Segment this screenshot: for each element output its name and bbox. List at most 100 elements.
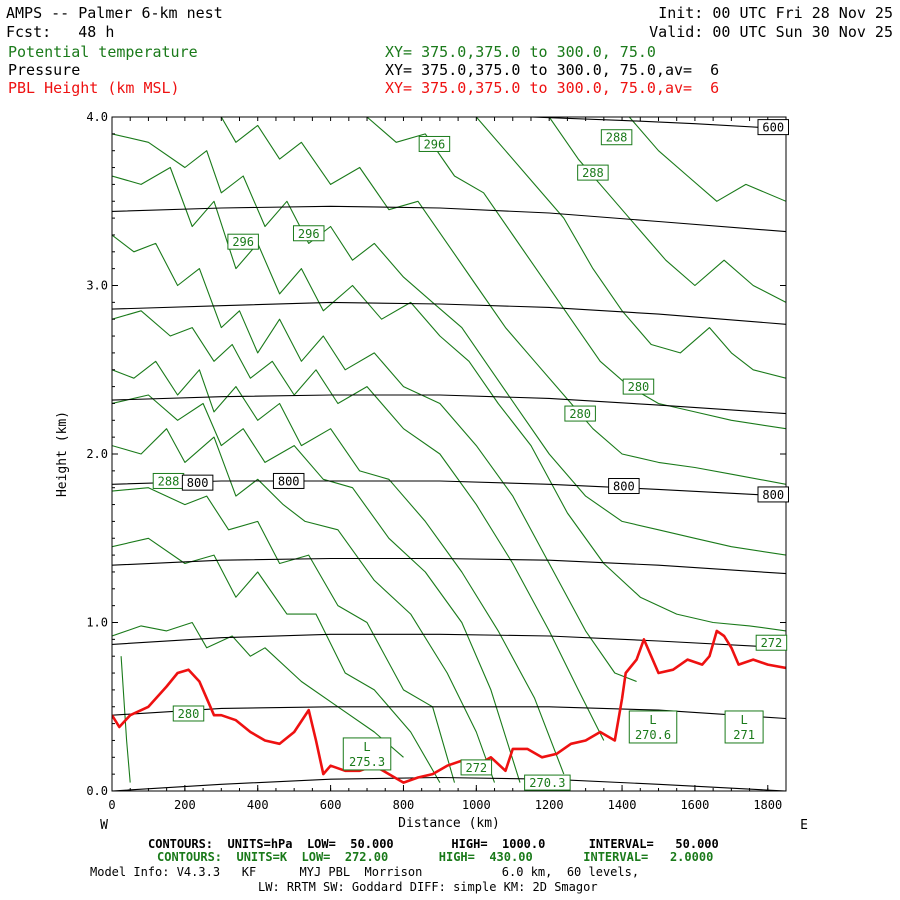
- theta-contour-line: [628, 117, 786, 202]
- theta-contour-label-box: [755, 634, 788, 651]
- pressure-isobar-line: [112, 776, 786, 791]
- theta-contour-label: 270.3: [529, 776, 565, 790]
- x-tick-label: 0: [108, 798, 115, 812]
- theta-contour-label: 280: [178, 707, 200, 721]
- theta-contour-line: [112, 360, 565, 775]
- x-tick-label: 1600: [680, 798, 709, 812]
- isobar-label: 800: [278, 474, 300, 488]
- theta-contour-label: 280: [628, 380, 650, 394]
- footer-pressure-contours: CONTOURS: UNITS=hPa LOW= 50.000 HIGH= 10…: [148, 837, 719, 851]
- pressure-isobar-line: [112, 205, 786, 233]
- theta-contour-label: 280: [569, 407, 591, 421]
- y-axis-label: Height (km): [55, 411, 70, 497]
- pressure-isobar-line: [112, 557, 786, 575]
- theta-contour-label-box: [564, 405, 596, 422]
- theta-contour-line: [475, 117, 786, 379]
- theta-contour-label-box: [524, 774, 571, 791]
- y-tick-label: 3.0: [86, 279, 108, 293]
- y-tick-label: 1.0: [86, 616, 108, 630]
- theta-contour-label-box: [622, 378, 655, 395]
- theta-contour-label-box: [600, 129, 633, 146]
- pressure-isobar-line: [530, 117, 786, 130]
- theta-contour-line: [548, 117, 786, 303]
- theta-minimum-box: [628, 710, 678, 744]
- east-label: E: [800, 818, 808, 833]
- isobar-label: 800: [762, 488, 784, 502]
- theta-contour-line: [112, 310, 605, 741]
- theta-contour-label: 296: [424, 137, 446, 151]
- theta-minimum-letter: L: [649, 713, 656, 727]
- isobar-label-box: [757, 486, 789, 503]
- theta-contour-line: [112, 537, 441, 783]
- theta-contour-label: 288: [606, 131, 628, 145]
- footer-model-info: Model Info: V4.3.3 KF MYJ PBL Morrison 6…: [90, 865, 640, 879]
- header-valid: Valid: 00 UTC Sun 30 Nov 25: [649, 23, 893, 41]
- isobar-label-box: [757, 119, 789, 136]
- footer-theta-contours: CONTOURS: UNITS=K LOW= 272.00 HIGH= 430.…: [157, 850, 714, 864]
- pressure-isobar-line: [112, 633, 786, 649]
- theta-contour-line: [112, 621, 404, 758]
- theta-contour-label: 288: [582, 166, 604, 180]
- x-tick-label: 1200: [535, 798, 564, 812]
- x-tick-label: 1400: [608, 798, 637, 812]
- theta-minimum-letter: L: [740, 713, 747, 727]
- theta-contour-line: [112, 234, 637, 683]
- x-tick-label: 1800: [753, 798, 782, 812]
- field-theta-label: Potential temperature: [8, 43, 198, 61]
- theta-contour-label-box: [172, 705, 205, 722]
- theta-minimum-box: [342, 737, 392, 771]
- theta-contour-line: [120, 656, 131, 783]
- theta-contour-line: [220, 117, 786, 485]
- xy-pbl: XY= 375.0,375.0 to 300.0, 75.0,av= 6: [385, 79, 720, 97]
- theta-minimum-value: 271: [733, 728, 755, 742]
- theta-minimum-value: 275.3: [349, 755, 385, 769]
- plot-frame: [111, 116, 787, 792]
- field-pbl-label: PBL Height (km MSL): [8, 79, 180, 97]
- pressure-isobar-line: [112, 480, 786, 497]
- theta-contour-line: [112, 394, 521, 783]
- footer-model-info-2: LW: RRTM SW: Goddard DIFF: simple KM: 2D…: [258, 880, 598, 894]
- theta-contour-line: [366, 117, 786, 430]
- x-tick-label: 400: [247, 798, 269, 812]
- isobar-label-box: [272, 472, 305, 489]
- theta-contour-label: 272: [465, 761, 487, 775]
- isobar-label: 800: [187, 476, 209, 490]
- field-pressure-label: Pressure: [8, 61, 81, 79]
- plot-content: [112, 117, 786, 791]
- theta-contour-label-box: [577, 164, 609, 181]
- isobar-label-box: [608, 478, 640, 495]
- theta-contour-label: 296: [298, 227, 320, 241]
- theta-contour-label-box: [418, 135, 451, 152]
- xy-pressure: XY= 375.0,375.0 to 300.0, 75.0,av= 6: [385, 61, 720, 79]
- isobar-label: 800: [613, 480, 635, 494]
- theta-contour-line: [112, 487, 456, 783]
- theta-contour-line: [112, 133, 786, 556]
- y-tick-label: 2.0: [86, 447, 108, 461]
- theta-contour-label-box: [227, 233, 259, 250]
- theta-contour-label: 272: [761, 636, 783, 650]
- x-axis-label: Distance (km): [398, 816, 500, 831]
- theta-contour-label: 288: [158, 474, 180, 488]
- header-title: AMPS -- Palmer 6-km nest: [6, 4, 223, 22]
- theta-contour-label-box: [460, 759, 493, 776]
- theta-minimum-letter: L: [363, 740, 370, 754]
- x-tick-label: 1000: [462, 798, 491, 812]
- x-tick-label: 800: [393, 798, 415, 812]
- x-tick-label: 200: [174, 798, 196, 812]
- theta-contour-line: [112, 166, 786, 632]
- theta-minimum-value: 270.6: [635, 728, 671, 742]
- theta-minimum-box: [724, 710, 764, 744]
- isobar-label-box: [181, 474, 214, 491]
- theta-contour-label: 296: [232, 235, 254, 249]
- isobar-label: 600: [762, 121, 784, 135]
- pressure-isobar-line: [112, 301, 786, 325]
- y-tick-label: 0.0: [86, 784, 108, 798]
- theta-contour-label-box: [292, 225, 325, 242]
- west-label: W: [100, 818, 108, 833]
- x-tick-label: 600: [320, 798, 342, 812]
- y-tick-label: 4.0: [86, 110, 108, 124]
- header-fcst: Fcst: 48 h: [6, 23, 115, 41]
- pressure-isobar-line: [112, 394, 786, 415]
- pressure-isobar-line: [112, 706, 786, 720]
